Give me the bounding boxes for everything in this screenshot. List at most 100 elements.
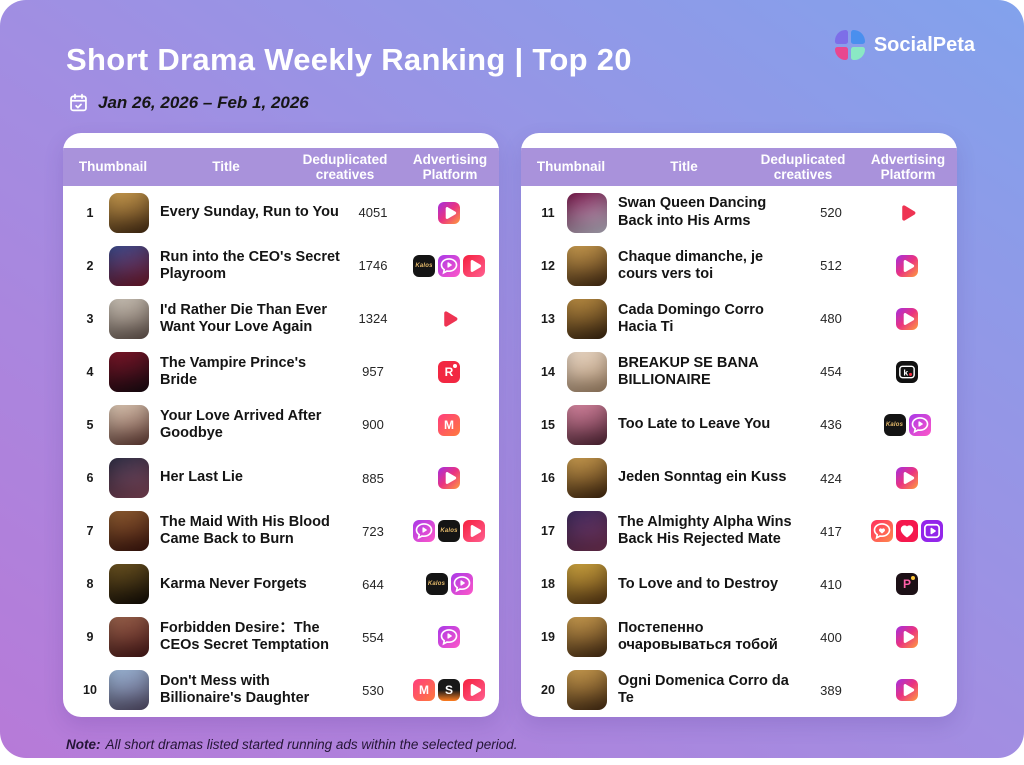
table-row: 2 Run into the CEO's Secret Playroom 1746 K… xyxy=(63,239,499,292)
rank-number: 9 xyxy=(86,630,94,645)
play-triangle-icon xyxy=(896,202,918,224)
drama-title: Cada Domingo Corro Hacia Ti xyxy=(618,301,764,335)
drama-title: Karma Never Forgets xyxy=(160,575,307,592)
platform-icons xyxy=(859,202,955,224)
table-row: 15 Too Late to Leave You 436 Kalos xyxy=(521,398,957,451)
rank-number: 5 xyxy=(86,417,94,432)
ranking-table-2: Thumbnail Title Deduplicated creatives A… xyxy=(521,133,957,717)
platform-icons xyxy=(401,308,497,330)
creatives-count: 424 xyxy=(820,470,842,486)
m-grad-icon: M xyxy=(438,413,460,436)
red-play-icon xyxy=(463,254,485,277)
play-triangle-icon xyxy=(438,308,460,330)
rank-number: 4 xyxy=(86,364,94,379)
platform-icons xyxy=(859,467,955,490)
drama-title: Your Love Arrived After Goodbye xyxy=(160,407,322,441)
creatives-count: 417 xyxy=(820,523,842,539)
rank-number: 6 xyxy=(86,471,94,486)
drama-thumbnail xyxy=(567,458,607,499)
table-body: 11 Swan Queen Dancing Back into His Arms 5… xyxy=(521,186,957,717)
col-platform: Advertising Platform xyxy=(870,151,946,182)
drama-title: Her Last Lie xyxy=(160,469,243,486)
reelshort-r-icon: R xyxy=(438,360,460,383)
table-row: 10 Don't Mess with Billionaire's Daughter… xyxy=(63,664,499,717)
drama-thumbnail xyxy=(567,670,607,711)
creatives-count: 512 xyxy=(820,258,842,274)
drama-thumbnail xyxy=(109,458,149,499)
brand-name: SocialPeta xyxy=(873,33,975,56)
creatives-count: 436 xyxy=(820,417,842,433)
m-grad-icon: M xyxy=(413,679,435,702)
rank-number: 8 xyxy=(86,577,94,592)
rank-number: 16 xyxy=(541,471,555,486)
rank-number: 2 xyxy=(86,258,94,273)
table-row: 4 The Vampire Prince's Bride 957 R xyxy=(63,345,499,398)
date-row: Jan 26, 2026 – Feb 1, 2026 xyxy=(68,92,309,113)
creatives-count: 530 xyxy=(362,682,384,698)
bubble-play-icon xyxy=(438,626,460,649)
drama-thumbnail xyxy=(567,617,607,658)
rank-number: 11 xyxy=(541,205,555,220)
table-row: 16 Jeden Sonntag ein Kuss 424 xyxy=(521,451,957,504)
creatives-count: 389 xyxy=(820,682,842,698)
platform-icons: k xyxy=(859,360,955,383)
gradient-play-icon xyxy=(438,467,460,490)
drama-thumbnail xyxy=(109,511,149,552)
red-play-icon xyxy=(463,520,485,543)
purple-play-icon xyxy=(921,520,943,543)
drama-thumbnail xyxy=(109,564,149,605)
s-tv-icon: S xyxy=(438,679,460,702)
drama-thumbnail xyxy=(567,564,607,605)
table-row: 18 To Love and to Destroy 410 P xyxy=(521,558,957,611)
platform-icons: Kalos xyxy=(401,520,497,543)
drama-title: Ogni Domenica Corro da Te xyxy=(618,673,789,707)
rank-number: 7 xyxy=(86,524,94,539)
col-creatives: Deduplicated creatives xyxy=(302,151,388,182)
drama-title: Jeden Sonntag ein Kuss xyxy=(618,469,787,486)
creatives-count: 885 xyxy=(362,470,384,486)
platform-icons xyxy=(859,254,955,277)
creatives-count: 554 xyxy=(362,629,384,645)
creatives-count: 1746 xyxy=(358,258,388,274)
drama-title: I'd Rather Die Than Ever Want Your Love … xyxy=(160,301,328,335)
drama-thumbnail xyxy=(109,351,149,392)
creatives-count: 900 xyxy=(362,417,384,433)
rank-number: 19 xyxy=(541,630,555,645)
col-creatives: Deduplicated creatives xyxy=(760,151,846,182)
platform-icons xyxy=(859,679,955,702)
drama-thumbnail xyxy=(567,245,607,286)
red-play-icon xyxy=(463,679,485,702)
drama-title: Don't Mess with Billionaire's Daughter xyxy=(160,673,310,707)
platform-icons: P xyxy=(859,573,955,596)
ranking-table-1: Thumbnail Title Deduplicated creatives A… xyxy=(63,133,499,717)
drama-title: The Almighty Alpha Wins Back His Rejecte… xyxy=(618,514,792,548)
drama-title: Every Sunday, Run to You xyxy=(160,203,339,220)
drama-thumbnail xyxy=(109,245,149,286)
platform-icons xyxy=(859,307,955,330)
gradient-play-icon xyxy=(896,467,918,490)
note-label: Note: xyxy=(66,737,101,752)
kalos-icon: Kalos xyxy=(425,573,448,596)
gradient-play-icon xyxy=(896,626,918,649)
table-row: 9 Forbidden Desire：The CEOs Secret Tempta… xyxy=(63,611,499,664)
rank-number: 1 xyxy=(86,205,94,220)
bubble-play-icon xyxy=(450,573,473,596)
rank-number: 10 xyxy=(83,683,97,698)
gradient-play-icon xyxy=(896,679,918,702)
table-header: Thumbnail Title Deduplicated creatives A… xyxy=(521,148,957,186)
drama-thumbnail xyxy=(567,404,607,445)
drama-title: To Love and to Destroy xyxy=(618,575,779,592)
drama-title: Run into the CEO's Secret Playroom xyxy=(160,248,340,282)
kalos-icon: Kalos xyxy=(438,520,460,543)
calendar-icon xyxy=(68,92,89,113)
drama-title: The Vampire Prince's Bride xyxy=(160,354,307,388)
drama-title: Too Late to Leave You xyxy=(618,416,771,433)
rank-number: 3 xyxy=(86,311,94,326)
col-title: Title xyxy=(212,159,240,175)
platform-icons: Kalos xyxy=(859,413,955,436)
bubble-play-icon xyxy=(438,254,460,277)
rank-number: 12 xyxy=(541,258,555,273)
table-row: 7 The Maid With His Blood Came Back to Bu… xyxy=(63,505,499,558)
heart-bubble-icon xyxy=(871,520,893,543)
gradient-play-icon xyxy=(438,201,460,224)
